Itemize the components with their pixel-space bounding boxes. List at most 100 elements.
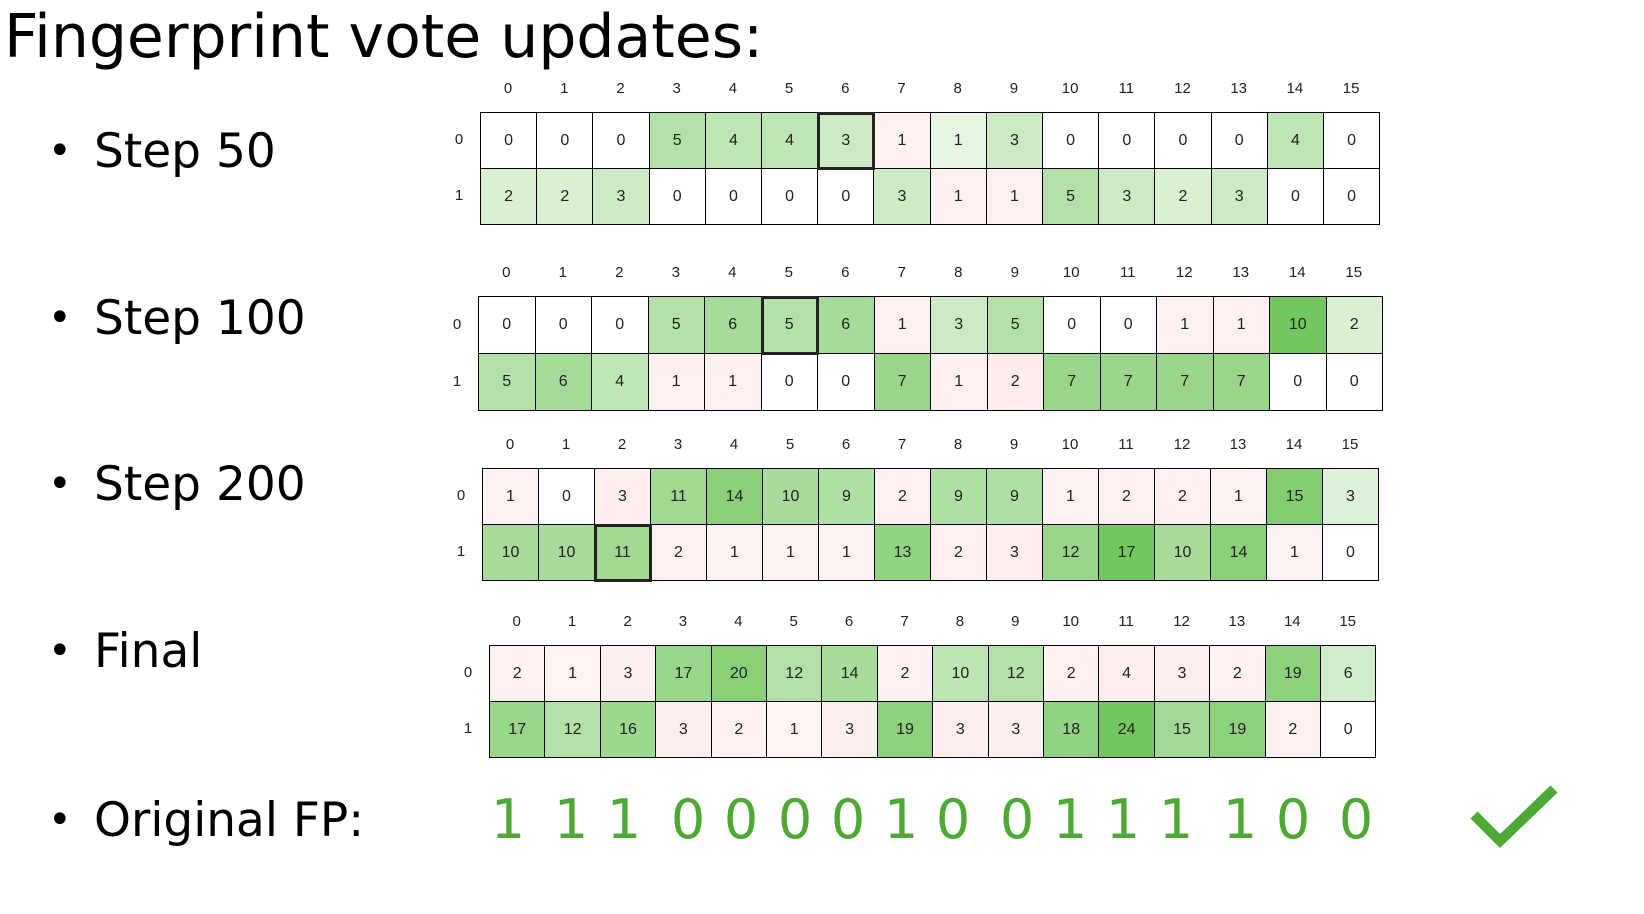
column-label: 8 (953, 80, 962, 97)
vote-cell: 10 (763, 469, 819, 525)
column-label: 13 (1230, 80, 1248, 97)
column-label: 7 (897, 264, 906, 281)
vote-cell: 5 (649, 113, 706, 169)
vote-cell: 0 (1044, 297, 1101, 354)
row-label: 1 (452, 372, 462, 390)
vote-cell: 0 (1155, 113, 1212, 169)
column-label: 8 (954, 264, 963, 281)
vote-cell: 2 (1044, 646, 1100, 702)
vote-cell: 1 (1267, 525, 1323, 581)
vote-cell: 24 (1099, 702, 1155, 758)
vote-cell-selected: 5 (760, 296, 819, 355)
vote-cell: 3 (933, 702, 989, 758)
vote-cell: 9 (931, 469, 987, 525)
vote-cell: 5 (648, 297, 705, 354)
vote-cell: 0 (761, 354, 818, 411)
vote-cell: 14 (822, 646, 878, 702)
bullet-original-fp: • Original FP: (48, 790, 364, 850)
vote-cell: 4 (705, 113, 762, 169)
column-label: 9 (1010, 264, 1019, 281)
vote-cell: 6 (1321, 646, 1377, 702)
column-label: 14 (1283, 613, 1301, 630)
bullet-dot: • (48, 128, 72, 174)
vote-cell: 7 (1157, 354, 1214, 411)
vote-cell: 0 (1099, 113, 1156, 169)
column-label: 2 (615, 264, 624, 281)
vote-cell: 3 (874, 169, 931, 225)
bullet-final: • Final (48, 621, 202, 681)
column-label: 15 (1345, 264, 1363, 281)
vote-cell-selected: 3 (817, 112, 876, 170)
fingerprint-bit: 1 (883, 788, 919, 851)
column-label: 6 (841, 264, 850, 281)
bullet-dot: • (48, 797, 72, 843)
vote-cell: 3 (1211, 169, 1268, 225)
column-label: 5 (789, 613, 798, 630)
row-label: 0 (456, 487, 466, 504)
vote-cell: 2 (1326, 297, 1383, 354)
column-label: 15 (1339, 613, 1357, 630)
column-label: 7 (900, 613, 909, 630)
vote-cell: 1 (763, 525, 819, 581)
column-label: 4 (728, 264, 737, 281)
vote-cell: 0 (1326, 354, 1383, 411)
bullet-dot: • (48, 461, 72, 507)
fingerprint-bit: 0 (1275, 788, 1311, 851)
column-label: 14 (1286, 80, 1304, 97)
column-label: 5 (784, 264, 793, 281)
vote-cell: 10 (933, 646, 989, 702)
vote-cell: 11 (651, 469, 707, 525)
column-label: 10 (1061, 80, 1079, 97)
column-label: 2 (616, 80, 625, 97)
vote-cell: 3 (931, 297, 988, 354)
vote-cell: 0 (1270, 354, 1327, 411)
column-label: 15 (1341, 436, 1359, 453)
vote-cell: 0 (1043, 113, 1100, 169)
vote-cell: 2 (987, 354, 1044, 411)
vote-cell: 3 (986, 113, 1043, 169)
vote-cell: 0 (1267, 169, 1324, 225)
column-label: 2 (623, 613, 632, 630)
column-label: 8 (955, 613, 965, 630)
vote-cell: 12 (1043, 525, 1099, 581)
vote-cell: 3 (1099, 169, 1156, 225)
column-label: 10 (1062, 613, 1080, 630)
vote-cell: 7 (1044, 354, 1101, 411)
column-label: 9 (1009, 436, 1019, 453)
vote-cell: 1 (1157, 297, 1214, 354)
column-label: 3 (673, 436, 683, 453)
vote-cell: 1 (931, 354, 988, 411)
row-label: 1 (456, 543, 466, 560)
fingerprint-bit: 1 (553, 788, 589, 851)
column-label: 5 (785, 436, 795, 453)
column-label: 8 (953, 436, 963, 453)
grid-frame: 2 1 3 17 20 12 14 2 10 12 2 4 3 2 19 6 17 12 16 3 2 1 3 19 3 3 18 2… (489, 645, 1377, 758)
row-label: 1 (463, 720, 473, 737)
row-label: 0 (452, 315, 462, 333)
vote-cell: 10 (1155, 525, 1211, 581)
vote-cell: 0 (762, 169, 819, 225)
column-label: 13 (1228, 613, 1246, 630)
vote-cell: 6 (705, 297, 762, 354)
vote-cell: 2 (537, 169, 594, 225)
vote-cell: 10 (483, 525, 539, 581)
bullet-label: Step 100 (94, 290, 306, 346)
vote-cell: 0 (1211, 113, 1268, 169)
vote-cell: 14 (1211, 525, 1267, 581)
checkmark-icon (1470, 785, 1558, 849)
vote-cell: 1 (930, 169, 987, 225)
column-label: 0 (505, 436, 515, 453)
vote-cell: 0 (481, 113, 538, 169)
vote-cell: 7 (874, 354, 931, 411)
column-label: 14 (1288, 264, 1306, 281)
column-label: 1 (560, 80, 569, 97)
vote-cell: 2 (651, 525, 707, 581)
vote-cell: 0 (539, 469, 595, 525)
vote-cell: 19 (877, 702, 934, 758)
row-label: 0 (463, 664, 473, 681)
vote-cell: 1 (930, 113, 987, 169)
vote-cell: 10 (1270, 297, 1327, 354)
vote-cell: 0 (537, 113, 594, 169)
column-label: 3 (671, 264, 680, 281)
